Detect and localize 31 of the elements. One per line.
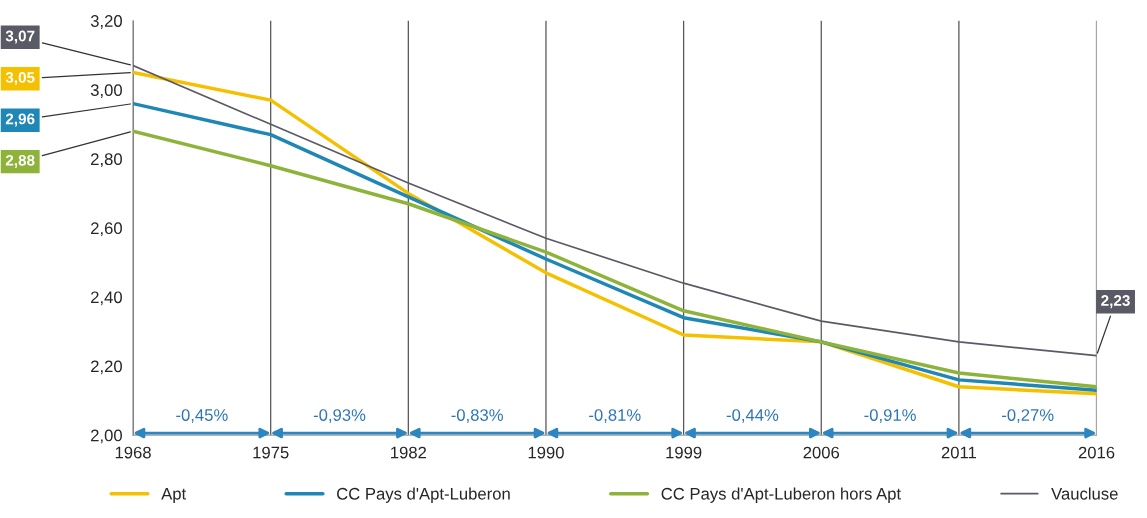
legend-label: CC Pays d'Apt-Luberon hors Apt bbox=[661, 487, 901, 503]
x-tick-label: 1990 bbox=[528, 446, 564, 459]
data-label: 2,23 bbox=[1101, 295, 1130, 309]
data-label: 3,07 bbox=[5, 30, 35, 44]
x-tick-label: 1975 bbox=[253, 446, 289, 459]
x-tick-label: 1999 bbox=[666, 446, 702, 459]
y-tick-label: 2,40 bbox=[91, 291, 122, 306]
x-tick-label: 1982 bbox=[391, 446, 427, 459]
x-tick-label: 2011 bbox=[941, 446, 976, 459]
y-tick-label: 2,20 bbox=[91, 360, 122, 375]
annotation: -0,44% bbox=[726, 409, 779, 423]
y-tick-label: 3,00 bbox=[90, 84, 122, 98]
x-tick-label: 2006 bbox=[803, 446, 840, 459]
x-tick-label: 2016 bbox=[1078, 446, 1115, 459]
annotation: -0,91% bbox=[864, 409, 916, 423]
legend-label: CC Pays d'Apt-Luberon bbox=[337, 487, 510, 503]
y-tick-label: 2,80 bbox=[91, 153, 122, 168]
legend-label: Vaucluse bbox=[1051, 487, 1118, 500]
annotation: -0,93% bbox=[313, 409, 366, 423]
annotation: -0,27% bbox=[1002, 409, 1054, 423]
annotation: -0,83% bbox=[451, 409, 503, 423]
data-label: 2,88 bbox=[5, 154, 35, 168]
data-label: 3,05 bbox=[5, 72, 35, 86]
annotation: -0,45% bbox=[176, 409, 228, 423]
y-tick-label: 2,60 bbox=[91, 222, 122, 237]
data-label: 2,96 bbox=[5, 113, 35, 127]
annotation: -0,81% bbox=[589, 409, 641, 423]
x-tick-label: 1968 bbox=[115, 446, 151, 459]
legend-label: Apt bbox=[161, 488, 187, 503]
y-tick-label: 2,00 bbox=[91, 429, 122, 444]
y-tick-label: 3,20 bbox=[90, 15, 122, 29]
